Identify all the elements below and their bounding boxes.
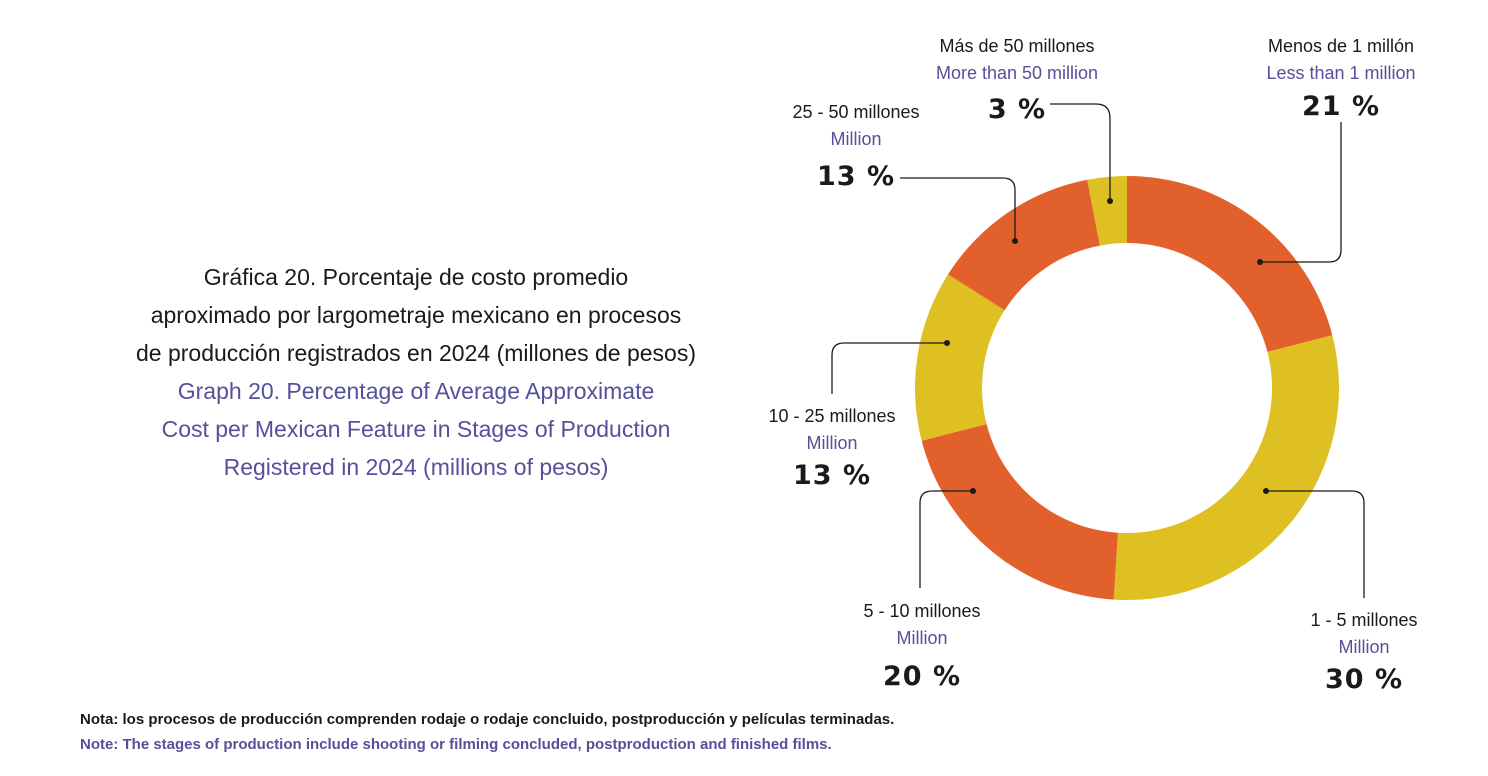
- segment-label-en: More than 50 million: [936, 63, 1098, 83]
- note-es: Nota: los procesos de producción compren…: [80, 711, 895, 728]
- leader-line: [831, 342, 947, 394]
- donut-slice: [1127, 176, 1333, 352]
- segment-label-en: Million: [806, 433, 857, 453]
- segment-label-es: Menos de 1 millón: [1268, 36, 1414, 56]
- segment-label-en: Million: [896, 628, 947, 648]
- segment-label-es: 1 - 5 millones: [1310, 610, 1417, 630]
- segment-percentage: 13 %: [793, 460, 871, 491]
- leader-dot: [944, 340, 950, 346]
- leader-line: [1266, 490, 1365, 598]
- title-es-line-1: Gráfica 20. Porcentaje de costo promedio: [203, 264, 629, 290]
- segment-percentage: 3 %: [988, 94, 1046, 125]
- leader-dot: [1107, 198, 1113, 204]
- leader-dot: [1012, 238, 1018, 244]
- segment-label-es: 25 - 50 millones: [792, 102, 919, 122]
- donut-slice: [948, 179, 1100, 311]
- donut-slice: [1087, 176, 1127, 246]
- segment-percentage: 13 %: [817, 161, 895, 192]
- title-en-line-3: Registered in 2024 (millions of pesos): [223, 454, 609, 480]
- segment-percentage: 20 %: [883, 661, 961, 692]
- segment-label-es: 5 - 10 millones: [863, 601, 980, 621]
- note-en: Note: The stages of production include s…: [80, 736, 832, 753]
- leader-dot: [970, 488, 976, 494]
- donut-slice: [1113, 335, 1339, 600]
- segment-label-es: 10 - 25 millones: [768, 406, 895, 426]
- title-en-line-1: Graph 20. Percentage of Average Approxim…: [177, 378, 655, 404]
- title-es-line-3: de producción registrados en 2024 (millo…: [136, 340, 696, 366]
- leader-dot: [1257, 259, 1263, 265]
- segment-label-en: Million: [1338, 637, 1389, 657]
- leader-line: [919, 490, 973, 588]
- segment-label-en: Million: [830, 129, 881, 149]
- leader-line: [1260, 122, 1342, 263]
- chart-title: Gráfica 20. Porcentaje de costo promedio…: [110, 258, 722, 486]
- segment-label-en: Less than 1 million: [1266, 63, 1415, 83]
- title-es-line-2: aproximado por largometraje mexicano en …: [150, 302, 682, 328]
- donut-slice: [915, 274, 1005, 441]
- title-en-line-2: Cost per Mexican Feature in Stages of Pr…: [161, 416, 671, 442]
- leader-dot: [1263, 488, 1269, 494]
- leader-line: [900, 177, 1016, 241]
- segment-percentage: 21 %: [1302, 91, 1380, 122]
- leader-line: [1050, 103, 1111, 201]
- segment-label-es: Más de 50 millones: [939, 36, 1094, 56]
- donut-slice: [921, 424, 1118, 600]
- segment-percentage: 30 %: [1325, 664, 1403, 695]
